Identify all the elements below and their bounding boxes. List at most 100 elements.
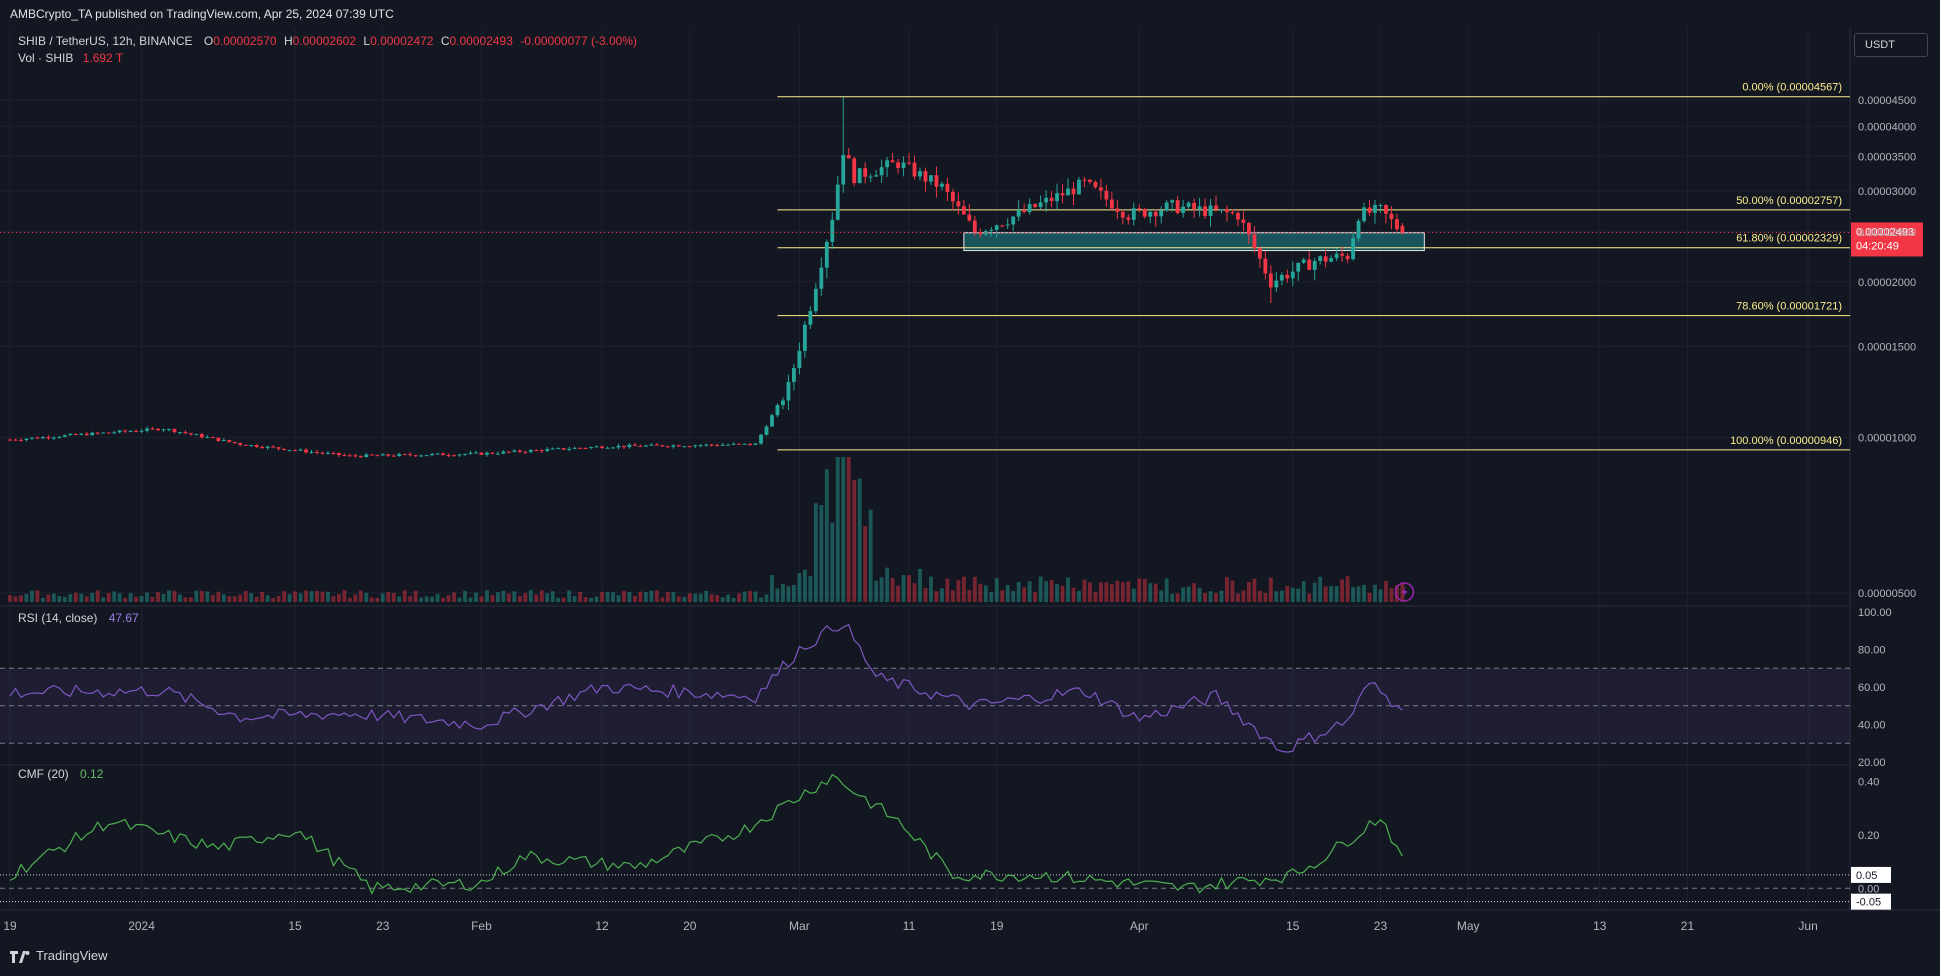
volume-bar xyxy=(1071,587,1076,602)
fib-level-label: 0.00% (0.00004567) xyxy=(1742,82,1842,94)
volume-bar xyxy=(391,592,396,602)
candle-body xyxy=(797,350,802,369)
volume-bar xyxy=(90,592,95,602)
candle-body xyxy=(1285,274,1290,279)
candle-body xyxy=(243,444,248,446)
rsi-title: RSI (14, close) xyxy=(18,611,98,625)
candle-body xyxy=(1148,211,1153,217)
candle-body xyxy=(972,220,977,233)
volume-bar xyxy=(1373,584,1377,602)
volume-bar xyxy=(30,590,34,602)
candle-body xyxy=(605,447,610,449)
candle-body xyxy=(1088,179,1092,182)
tradingview-logo[interactable]: TradingView xyxy=(10,948,108,963)
volume-bar xyxy=(62,596,67,602)
candle-body xyxy=(1356,221,1361,239)
volume-bar xyxy=(1378,589,1383,602)
candle-body xyxy=(90,432,95,436)
volume-bar xyxy=(775,588,780,602)
volume-bar xyxy=(654,590,659,602)
volume-bar xyxy=(1296,588,1301,602)
volume-bar xyxy=(506,593,511,602)
candle-body xyxy=(441,453,445,456)
volume-bar xyxy=(781,583,785,602)
volume-bar xyxy=(1301,581,1306,602)
candle-body xyxy=(232,441,237,444)
symbol-title: SHIB / TetherUS, 12h, BINANCE xyxy=(18,34,193,48)
candle-body xyxy=(199,434,204,438)
volume-bar xyxy=(1219,590,1224,602)
last-price-tag xyxy=(1851,222,1923,257)
candle-body xyxy=(309,451,314,453)
volume-bar xyxy=(890,577,895,602)
volume-bar xyxy=(435,593,440,602)
candle-body xyxy=(161,429,166,431)
volume-bar xyxy=(1340,579,1345,602)
candle-body xyxy=(474,452,478,454)
volume-bar xyxy=(479,596,484,602)
volume-bar xyxy=(35,590,40,602)
candle-body xyxy=(287,450,292,452)
volume-bar xyxy=(1153,583,1158,602)
candle-body xyxy=(512,450,517,452)
candle-body xyxy=(342,455,347,457)
volume-bar xyxy=(512,591,517,602)
candle-body xyxy=(282,448,287,451)
candle-body xyxy=(517,450,522,452)
volume-bar xyxy=(501,590,506,602)
volume-bar xyxy=(671,592,676,602)
volume-bar xyxy=(1318,576,1323,602)
close-value: 0.00002493 xyxy=(449,34,513,48)
volume-bar xyxy=(1285,585,1290,602)
volume-bar xyxy=(1049,580,1054,602)
price-tick-label: 0.00002000 xyxy=(1858,277,1916,289)
volume-bar xyxy=(940,588,944,602)
volume-bar xyxy=(726,594,731,602)
volume-bar xyxy=(364,592,369,602)
volume-bar xyxy=(315,590,319,602)
candle-body xyxy=(391,455,396,457)
candle-body xyxy=(1367,207,1372,213)
candle-body xyxy=(759,434,763,444)
volume-bar xyxy=(216,591,221,602)
volume-bar xyxy=(1351,587,1355,602)
volume-bar xyxy=(386,591,391,602)
volume-bar xyxy=(446,595,451,602)
cmf-tick-label: 0.20 xyxy=(1858,830,1879,842)
volume-bar xyxy=(1164,578,1169,602)
candle-body xyxy=(616,445,621,448)
candle-body xyxy=(1044,197,1049,203)
volume-bar xyxy=(1334,586,1339,602)
currency-button[interactable]: USDT xyxy=(1854,33,1928,57)
candle-body xyxy=(956,201,961,207)
volume-bar xyxy=(868,509,873,602)
volume-bar xyxy=(1203,592,1207,602)
candle-body xyxy=(731,443,736,445)
candle-body xyxy=(950,191,955,202)
candle-body xyxy=(413,455,418,457)
candle-body xyxy=(188,433,193,435)
candle-body xyxy=(1120,211,1125,218)
volume-bar xyxy=(1307,593,1312,602)
time-tick-label: 12 xyxy=(595,919,609,933)
volume-bar xyxy=(1323,586,1328,602)
volume-bar xyxy=(101,597,106,602)
fib-level-label: 78.60% (0.00001721) xyxy=(1736,301,1842,313)
volume-bar xyxy=(463,590,467,602)
volume-bar xyxy=(1142,579,1147,602)
candle-body xyxy=(923,171,928,182)
candle-body xyxy=(1257,248,1262,259)
candle-body xyxy=(139,430,144,432)
volume-bar xyxy=(336,593,341,602)
candle-body xyxy=(490,452,495,454)
high-label: H xyxy=(283,34,293,48)
candle-body xyxy=(589,446,594,449)
volume-bar xyxy=(633,595,637,602)
volume-bar xyxy=(1120,582,1125,602)
candle-body xyxy=(633,444,637,446)
volume-bar xyxy=(1033,592,1038,602)
volume-bar xyxy=(128,593,133,602)
volume-bar xyxy=(1038,576,1043,602)
low-label: L xyxy=(363,34,371,48)
